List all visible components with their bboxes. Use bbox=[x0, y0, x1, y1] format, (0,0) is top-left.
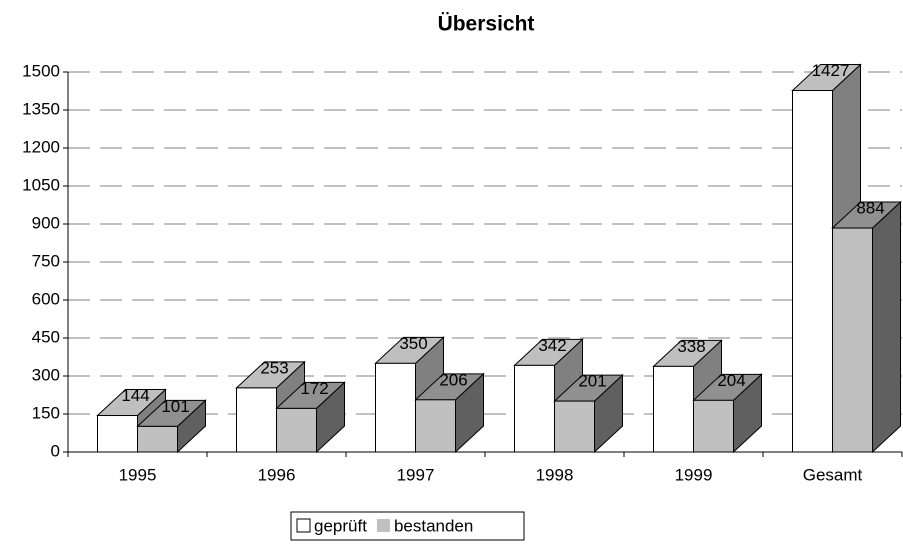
y-tick-label: 0 bbox=[51, 441, 60, 460]
x-tick-label: 1996 bbox=[258, 465, 296, 484]
chart-title: Übersicht bbox=[438, 13, 535, 36]
legend-swatch bbox=[296, 518, 311, 533]
y-tick-label: 450 bbox=[32, 327, 60, 346]
y-tick-label: 1350 bbox=[22, 99, 60, 118]
value-label: 206 bbox=[439, 370, 467, 389]
y-tick-label: 300 bbox=[32, 365, 60, 384]
value-label: 350 bbox=[399, 334, 427, 353]
x-tick-label: 1998 bbox=[536, 465, 574, 484]
bar bbox=[375, 362, 416, 453]
value-label: 1427 bbox=[812, 61, 850, 80]
bar bbox=[554, 400, 595, 453]
bar bbox=[514, 364, 555, 453]
bar bbox=[693, 399, 734, 453]
x-tick-label: 1995 bbox=[119, 465, 157, 484]
y-tick-label: 600 bbox=[32, 289, 60, 308]
bar bbox=[792, 89, 833, 453]
bar-side bbox=[872, 200, 901, 454]
value-label: 201 bbox=[578, 372, 606, 391]
x-tick-label: 1999 bbox=[675, 465, 713, 484]
legend-label: geprüft bbox=[314, 516, 367, 535]
y-tick-label: 750 bbox=[32, 251, 60, 270]
bar bbox=[236, 387, 277, 453]
bar bbox=[276, 407, 317, 453]
y-tick-label: 900 bbox=[32, 213, 60, 232]
bar bbox=[137, 425, 178, 453]
legend-box bbox=[290, 511, 525, 541]
y-tick-label: 1200 bbox=[22, 137, 60, 156]
value-label: 342 bbox=[538, 336, 566, 355]
value-label: 172 bbox=[300, 379, 328, 398]
legend: geprüft bestanden bbox=[290, 511, 525, 541]
value-label: 884 bbox=[856, 199, 884, 218]
bar bbox=[653, 365, 694, 453]
value-label: 204 bbox=[717, 371, 745, 390]
legend-label: bestanden bbox=[394, 516, 473, 535]
bar bbox=[832, 227, 873, 453]
value-label: 253 bbox=[260, 358, 288, 377]
y-tick-label: 1050 bbox=[22, 175, 60, 194]
legend-swatch bbox=[376, 519, 390, 532]
value-label: 101 bbox=[161, 397, 189, 416]
value-label: 144 bbox=[121, 386, 149, 405]
x-tick-label: 1997 bbox=[397, 465, 435, 484]
y-tick-label: 150 bbox=[32, 403, 60, 422]
y-tick-label: 1500 bbox=[22, 61, 60, 80]
value-label: 338 bbox=[677, 337, 705, 356]
bar bbox=[415, 399, 456, 453]
bar bbox=[97, 415, 138, 453]
x-tick-label: Gesamt bbox=[803, 465, 863, 484]
